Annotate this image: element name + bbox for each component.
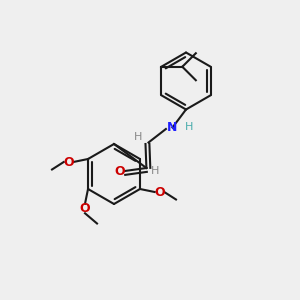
Text: H: H	[134, 131, 142, 142]
Text: O: O	[114, 164, 125, 178]
Text: H: H	[151, 166, 160, 176]
Text: H: H	[185, 122, 193, 133]
Text: methoxy: methoxy	[48, 161, 109, 175]
Text: N: N	[167, 121, 178, 134]
Text: O: O	[80, 202, 90, 215]
Text: O: O	[154, 185, 165, 199]
Text: O: O	[63, 155, 74, 169]
